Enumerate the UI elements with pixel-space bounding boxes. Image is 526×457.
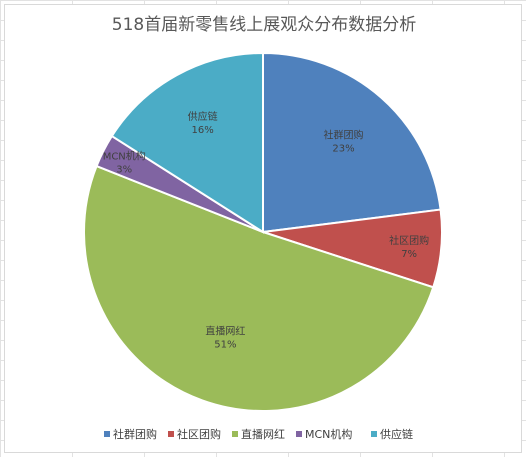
slice-category-label: 供应链 xyxy=(188,110,218,123)
legend-label: 社区团购 xyxy=(177,427,221,441)
legend-swatch xyxy=(104,431,110,437)
slice-percent-label: 3% xyxy=(116,164,132,175)
legend-swatch xyxy=(296,431,302,437)
slice-category-label: 社区团购 xyxy=(389,234,429,247)
legend-label: 直播网红 xyxy=(241,427,285,441)
legend-swatch xyxy=(232,431,238,437)
slice-percent-label: 16% xyxy=(192,125,214,136)
legend-label: 供应链 xyxy=(380,427,413,441)
slice-category-label: 直播网红 xyxy=(205,324,245,337)
slice-percent-label: 7% xyxy=(401,249,417,260)
pie-chart: 518首届新零售线上展观众分布数据分析 社群团购 23% 社区团购 7% 直播网红 51%… xyxy=(83,15,443,441)
slice-gongyinglian[interactable] xyxy=(110,51,264,234)
legend-swatch xyxy=(371,431,377,437)
pie-slices xyxy=(83,51,443,412)
slice-category-label: MCN机构 xyxy=(103,149,146,162)
slice-labels: 社群团购 23% 社区团购 7% 直播网红 51% MCN机构 3% 供应链 16% xyxy=(103,110,429,350)
legend-label: 社群团购 xyxy=(113,427,157,441)
chart-area[interactable]: 518首届新零售线上展观众分布数据分析 社群团购 23% 社区团购 7% 直播网红 51%… xyxy=(4,4,522,453)
legend-label: MCN机构 xyxy=(305,427,352,441)
chart-legend: 社群团购 社区团购 直播网红 MCN机构 供应链 xyxy=(104,427,413,441)
slice-shequn-tuangou[interactable] xyxy=(262,51,442,234)
slice-percent-label: 23% xyxy=(332,144,354,155)
slice-percent-label: 51% xyxy=(214,339,236,350)
slice-zhibo-wanghong[interactable] xyxy=(83,164,435,412)
chart-title: 518首届新零售线上展观众分布数据分析 xyxy=(112,15,416,35)
legend-swatch xyxy=(168,431,174,437)
slice-category-label: 社群团购 xyxy=(323,129,363,142)
